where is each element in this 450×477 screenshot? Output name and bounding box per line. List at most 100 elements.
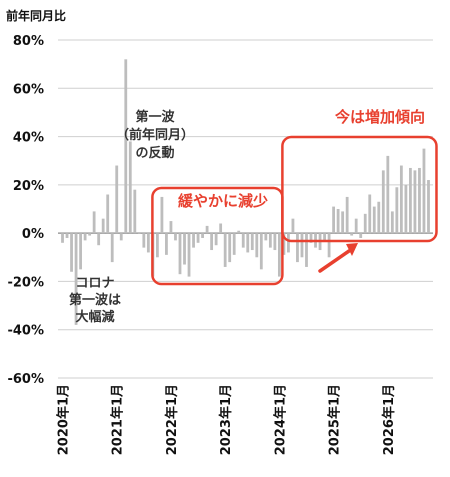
bar	[327, 233, 331, 258]
bar	[219, 223, 223, 234]
bar	[196, 233, 200, 243]
y-tick-labels: 80% 60% 40% 20% 0% -20% -40% -60%	[7, 34, 44, 387]
bar	[174, 233, 177, 241]
bar	[268, 233, 272, 248]
y-tick-label: -60%	[7, 372, 44, 387]
bar	[377, 201, 381, 234]
bar	[273, 233, 277, 251]
y-axis-label: 前年同月比	[6, 8, 66, 23]
y-tick-label: -20%	[7, 275, 44, 290]
bar	[61, 233, 64, 243]
y-tick-label: 60%	[13, 82, 44, 97]
bar	[296, 233, 299, 263]
bar	[223, 233, 227, 267]
x-tick-label: 2024年1月	[272, 384, 288, 455]
bar	[246, 233, 250, 253]
bar	[214, 233, 218, 246]
bar	[201, 233, 204, 238]
bar	[142, 233, 146, 248]
bar	[97, 233, 101, 246]
bar	[146, 233, 150, 253]
bar	[422, 148, 426, 234]
bar	[259, 233, 263, 270]
bar	[128, 141, 132, 234]
bar	[277, 233, 281, 277]
bar	[115, 165, 119, 234]
bar	[187, 233, 191, 277]
bar	[386, 155, 390, 234]
trend-arrow-head	[346, 243, 358, 256]
bar	[165, 233, 168, 255]
annotation-slow-decrease: 緩やかに減少	[178, 192, 268, 210]
bar	[381, 170, 385, 234]
bar	[250, 233, 254, 251]
bar	[65, 233, 69, 238]
increase-highlight-box	[281, 135, 438, 243]
bar	[133, 189, 137, 234]
bar	[205, 225, 209, 234]
bar	[368, 194, 372, 234]
y-tick-label: 20%	[13, 179, 44, 194]
bar	[192, 233, 195, 248]
bar	[88, 233, 92, 236]
bar	[228, 233, 232, 263]
x-tick-label: 2025年1月	[327, 384, 343, 455]
bar	[427, 180, 430, 234]
y-tick-label: 0%	[22, 227, 44, 242]
bar	[74, 233, 78, 325]
bar	[323, 233, 326, 241]
y-tick-label: -40%	[7, 324, 44, 339]
bar	[210, 233, 214, 251]
bar	[359, 233, 363, 238]
bar	[101, 218, 105, 234]
bar	[255, 233, 259, 258]
bar	[70, 233, 73, 272]
bar	[413, 170, 417, 234]
bar	[83, 233, 87, 241]
bar	[287, 233, 290, 253]
bar	[282, 233, 286, 255]
annotation-increasing-trend: 今は増加傾向	[334, 108, 425, 126]
bar	[291, 218, 295, 234]
bar	[156, 233, 159, 258]
bar	[92, 211, 96, 234]
bar	[119, 233, 123, 241]
bar	[390, 211, 394, 234]
x-tick-labels: 2020年1月 2021年1月 2022年1月 2023年1月 2024年1月 2025年…	[56, 384, 397, 455]
bar	[106, 194, 110, 234]
x-tick-label: 2022年1月	[164, 384, 180, 455]
bar	[332, 206, 335, 234]
bar	[160, 196, 164, 234]
bar	[372, 206, 376, 234]
bar-series	[61, 59, 430, 325]
annotation-first-wave-rebound: 第一波（前年同月）の反動	[116, 109, 194, 161]
x-tick-label: 2023年1月	[218, 384, 234, 455]
bar	[300, 233, 304, 258]
bar	[418, 167, 421, 234]
bar	[336, 209, 340, 234]
x-tick-label: 2026年1月	[381, 384, 397, 455]
trend-arrow-shaft	[318, 249, 351, 273]
bar	[395, 187, 399, 234]
bar	[305, 233, 308, 267]
x-tick-label: 2020年1月	[56, 384, 72, 455]
bar	[79, 233, 82, 270]
bar	[237, 230, 241, 234]
highlight-boxes	[151, 135, 438, 286]
bar	[399, 165, 403, 234]
bar	[110, 233, 114, 263]
y-tick-label: 40%	[13, 131, 44, 146]
bar	[309, 233, 313, 243]
x-tick-label: 2021年1月	[110, 384, 126, 455]
bar	[232, 233, 236, 255]
bar	[183, 233, 186, 265]
bar	[363, 213, 367, 234]
bar	[137, 233, 141, 234]
bar	[404, 184, 408, 234]
bar	[178, 233, 182, 275]
annotation-first-wave-drop: コロナ第一波は大幅減	[69, 276, 121, 325]
bar	[124, 59, 128, 234]
y-tick-label: 80%	[13, 34, 44, 49]
